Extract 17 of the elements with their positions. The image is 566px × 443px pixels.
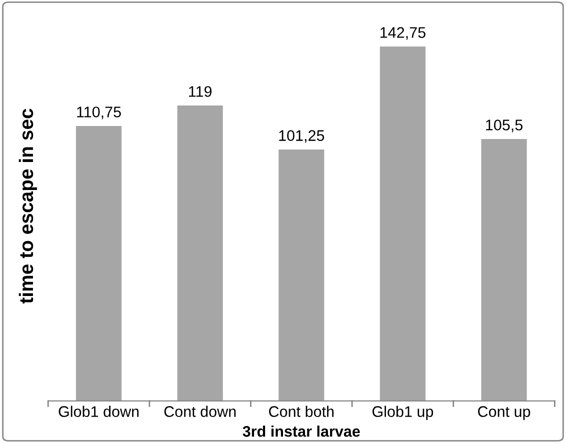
x-tick-label: Cont up bbox=[478, 406, 530, 420]
data-label: 119 bbox=[189, 86, 212, 97]
bar bbox=[76, 126, 122, 401]
x-axis-title: 3rd instar larvae bbox=[242, 426, 360, 437]
bar bbox=[177, 105, 223, 401]
bar bbox=[380, 46, 426, 401]
data-label: 105,5 bbox=[486, 120, 522, 132]
bar bbox=[481, 138, 527, 401]
data-label: 142,75 bbox=[380, 27, 426, 40]
x-tick-label: Glob1 down bbox=[58, 406, 139, 417]
x-tick-label: Cont down bbox=[164, 406, 236, 417]
x-tick-label: Cont both bbox=[269, 406, 334, 417]
y-axis-title: time to escape in sec bbox=[18, 108, 37, 304]
x-tick-label: Glob1 up bbox=[372, 406, 434, 420]
data-label: 101,25 bbox=[279, 130, 324, 143]
bar bbox=[278, 150, 324, 401]
data-label: 110,75 bbox=[77, 106, 121, 120]
